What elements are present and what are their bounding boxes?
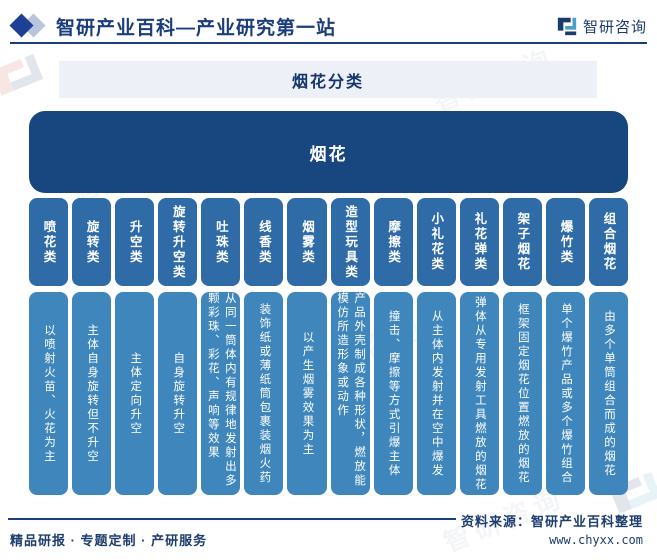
category-label: 小礼花类 xyxy=(429,212,444,272)
category-description-box: 从主体内发射并在空中爆发 xyxy=(416,292,456,495)
category-header: 礼花弹类 xyxy=(459,198,499,286)
footer-website: www.chyxx.com xyxy=(549,533,643,547)
category-description: 以产生烟雾效果为主 xyxy=(301,330,314,457)
category-description: 主体定向升空 xyxy=(129,351,142,436)
zhiyan-logo: 智研咨询 xyxy=(556,15,647,37)
category-description-box: 以喷射火苗、火花为主 xyxy=(29,292,69,495)
category-label: 架子烟花 xyxy=(515,212,530,272)
category-label: 升空类 xyxy=(127,219,142,265)
category-label: 摩擦类 xyxy=(386,219,401,265)
category-column: 摩擦类 撞击、摩擦等方式引爆主体 xyxy=(373,198,413,495)
category-description-box: 从同一筒体内有规律地发射出多颗彩珠、彩花、声响等效果 xyxy=(201,292,241,495)
category-header: 爆竹类 xyxy=(545,198,586,286)
category-description: 单个爆竹产品或多个爆竹组合 xyxy=(559,302,572,485)
footer-services: 精品研报 · 专题定制 · 产研服务 xyxy=(10,533,208,548)
category-header: 旋转升空类 xyxy=(158,198,198,286)
category-description-box: 装饰纸或薄纸筒包裹装烟火药 xyxy=(244,292,284,495)
category-description-box: 框架固定烟花位置燃放的烟花 xyxy=(502,292,542,495)
root-node: 烟花 xyxy=(29,111,628,193)
page-header: 智研产业百科—产业研究第一站 智研咨询 xyxy=(9,10,647,42)
category-header: 造型玩具类 xyxy=(330,198,370,286)
category-description-box: 以产生烟雾效果为主 xyxy=(287,292,327,495)
category-grid: 喷花类 以喷射火苗、火花为主 旋转类 主体自身旋转但不升空 升空类 主体定向升空… xyxy=(29,198,629,495)
category-column: 旋转类 主体自身旋转但不升空 xyxy=(72,198,112,495)
category-header: 升空类 xyxy=(115,198,155,286)
category-column: 喷花类 以喷射火苗、火花为主 xyxy=(29,198,69,495)
category-header: 吐珠类 xyxy=(201,198,241,286)
category-label: 礼花弹类 xyxy=(472,212,487,272)
category-column: 升空类 主体定向升空 xyxy=(115,198,155,495)
category-column: 爆竹类 单个爆竹产品或多个爆竹组合 xyxy=(545,198,586,495)
category-description: 框架固定烟花位置燃放的烟花 xyxy=(516,302,529,485)
category-column: 吐珠类 从同一筒体内有规律地发射出多颗彩珠、彩花、声响等效果 xyxy=(201,198,241,495)
chart-title-bar: 烟花分类 xyxy=(59,61,597,98)
category-label: 旋转类 xyxy=(84,219,99,265)
category-label: 造型玩具类 xyxy=(343,204,358,280)
category-label: 烟雾类 xyxy=(300,219,314,265)
brand-title: 智研产业百科—产业研究第一站 xyxy=(56,17,337,39)
category-column: 礼花弹类 弹体从专用发射工具燃放的烟花 xyxy=(459,198,499,495)
category-description-box: 自身旋转升空 xyxy=(158,292,198,495)
category-header: 组合烟花 xyxy=(589,198,629,286)
category-label: 旋转升空类 xyxy=(170,204,185,280)
category-description: 撞击、摩擦等方式引爆主体 xyxy=(387,309,400,478)
category-label: 组合烟花 xyxy=(601,212,616,272)
header-divider xyxy=(10,42,647,44)
category-column: 组合烟花 由多个单筒组合而成的烟花 xyxy=(589,198,629,495)
zhiyan-logo-text: 智研咨询 xyxy=(582,18,647,36)
category-description-box: 单个爆竹产品或多个爆竹组合 xyxy=(545,292,586,495)
footer-source-block: 资料来源：智研产业百科整理 www.chyxx.com xyxy=(461,511,643,547)
category-column: 烟雾类 以产生烟雾效果为主 xyxy=(287,198,327,495)
category-column: 架子烟花 框架固定烟花位置燃放的烟花 xyxy=(502,198,542,495)
category-description-box: 产品外壳制成各种形状，燃放能模仿所造形象或动作 xyxy=(330,292,370,495)
category-label: 吐珠类 xyxy=(213,219,228,265)
category-label: 喷花类 xyxy=(41,219,56,265)
category-description-box: 撞击、摩擦等方式引爆主体 xyxy=(373,292,413,495)
category-description-box: 主体定向升空 xyxy=(115,292,155,495)
category-description: 从主体内发射并在空中爆发 xyxy=(430,309,443,478)
category-description-box: 弹体从专用发射工具燃放的烟花 xyxy=(459,292,499,495)
category-header: 喷花类 xyxy=(29,198,69,286)
category-header: 烟雾类 xyxy=(287,198,327,286)
category-description: 装饰纸或薄纸筒包裹装烟火药 xyxy=(258,302,271,485)
category-description-box: 由多个单筒组合而成的烟花 xyxy=(589,292,629,495)
footer-divider xyxy=(8,518,456,520)
category-description: 主体自身旋转但不升空 xyxy=(86,323,99,464)
zhiyan-logo-icon xyxy=(557,17,577,36)
category-description: 弹体从专用发射工具燃放的烟花 xyxy=(473,295,486,492)
footer-source: 资料来源：智研产业百科整理 xyxy=(460,514,643,529)
category-header: 旋转类 xyxy=(72,198,112,286)
category-header: 架子烟花 xyxy=(502,198,542,286)
category-header: 小礼花类 xyxy=(416,198,456,286)
category-header: 摩擦类 xyxy=(373,198,413,286)
category-column: 小礼花类 从主体内发射并在空中爆发 xyxy=(416,198,456,495)
watermark-logo-icon xyxy=(0,53,44,96)
category-description: 自身旋转升空 xyxy=(172,351,185,436)
category-column: 旋转升空类 自身旋转升空 xyxy=(158,198,198,495)
category-description: 从同一筒体内有规律地发射出多颗彩珠、彩花、声响等效果 xyxy=(206,292,236,488)
chart-title: 烟花分类 xyxy=(291,73,364,91)
category-description-box: 主体自身旋转但不升空 xyxy=(72,292,112,495)
category-column: 造型玩具类 产品外壳制成各种形状，燃放能模仿所造形象或动作 xyxy=(330,198,370,495)
category-header: 线香类 xyxy=(244,198,284,286)
category-description: 产品外壳制成各种形状，燃放能模仿所造形象或动作 xyxy=(336,292,366,488)
category-description: 由多个单筒组合而成的烟花 xyxy=(603,309,616,478)
root-node-label: 烟花 xyxy=(309,144,348,164)
brand-diamond-icon xyxy=(9,13,50,39)
category-label: 爆竹类 xyxy=(558,219,573,265)
category-description: 以喷射火苗、火花为主 xyxy=(43,323,56,464)
category-label: 线香类 xyxy=(256,219,271,265)
category-column: 线香类 装饰纸或薄纸筒包裹装烟火药 xyxy=(244,198,284,495)
